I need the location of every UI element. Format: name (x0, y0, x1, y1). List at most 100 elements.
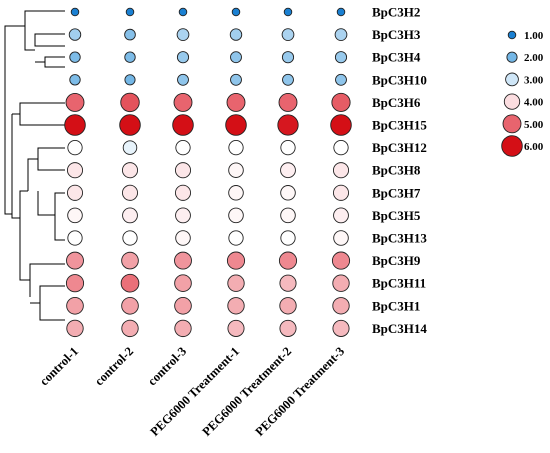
bubble (177, 73, 189, 86)
bubble (280, 230, 296, 246)
bubble (333, 139, 349, 156)
dendrogram-branch (19, 190, 28, 245)
row-label: BpC3H9 (372, 253, 421, 268)
bubble (65, 274, 85, 293)
bubble (68, 28, 82, 41)
bubble (279, 274, 297, 292)
bubble (120, 92, 140, 113)
dendrogram-branch (19, 245, 30, 281)
row-label: BpC3H15 (372, 118, 427, 133)
bubble (332, 297, 350, 315)
row-label: BpC3H10 (372, 72, 427, 87)
bubble (173, 92, 193, 112)
bubble (121, 162, 139, 179)
bubble (279, 297, 297, 315)
dendrogram-branch (37, 191, 46, 216)
dendrogram-branch (27, 158, 38, 191)
bubble (278, 92, 298, 112)
legend-label: 1.00 (524, 30, 544, 42)
bubble (175, 230, 191, 246)
bubble (124, 51, 136, 63)
bubble (65, 92, 85, 112)
bubble (172, 114, 194, 136)
dendrogram-branch (37, 147, 65, 171)
bubble (122, 230, 138, 246)
column-label: PEG6000 Treatment-1 (148, 344, 243, 439)
bubble (174, 162, 192, 179)
bubble (229, 28, 243, 41)
bubble (66, 251, 84, 270)
column-label: control-2 (92, 344, 136, 388)
bubble (281, 51, 295, 64)
bubble (174, 296, 192, 315)
legend-label: 5.00 (524, 119, 544, 131)
dendrogram-branch (34, 33, 65, 47)
bubble (121, 251, 139, 270)
bubble (226, 251, 246, 270)
bubble (278, 251, 298, 270)
legend-bubble (503, 93, 521, 110)
dendrogram-branch (44, 56, 65, 68)
bubble (66, 319, 84, 338)
dendrogram-branch (39, 285, 65, 321)
column-label: PEG6000 Treatment-3 (253, 344, 348, 439)
column-label: control-3 (145, 344, 189, 388)
bubble (334, 51, 348, 64)
bubble (336, 7, 346, 17)
bubble (230, 73, 242, 86)
bubble (67, 230, 83, 246)
bubble (333, 207, 349, 224)
bubble (119, 114, 141, 136)
bubble (178, 7, 188, 17)
dendrogram-branch (29, 263, 65, 297)
bubble (122, 207, 138, 224)
bubble (64, 114, 86, 136)
bubble (121, 296, 139, 315)
dendrogram-branch (4, 25, 25, 215)
bubble (66, 162, 84, 179)
bubble (277, 114, 299, 136)
bubble-grid (64, 7, 352, 338)
row-label: BpC3H3 (372, 27, 421, 42)
row-label: BpC3H8 (372, 163, 421, 178)
bubble (69, 51, 81, 63)
bubble (331, 251, 351, 270)
row-label: BpC3H14 (372, 321, 427, 336)
legend-label: 6.00 (524, 141, 544, 153)
dendrogram-branch (54, 192, 65, 215)
bubble (227, 274, 245, 292)
row-label: BpC3H4 (372, 50, 421, 65)
bubble (332, 184, 350, 201)
bubble (227, 297, 245, 315)
bubble (228, 139, 244, 156)
bubble (333, 230, 349, 246)
bubble (228, 162, 244, 178)
bubble (231, 7, 241, 17)
bubble (66, 296, 84, 315)
dendrogram-branch (46, 214, 65, 241)
bubble (283, 7, 293, 17)
bubble (176, 51, 190, 64)
row-labels: BpC3H2 BpC3H3 BpC3H4 BpC3H10 BpC3H6 BpC3H15 Bp… (372, 5, 427, 336)
legend-label: 4.00 (524, 97, 544, 109)
bubble (174, 274, 192, 293)
legend-label: 3.00 (524, 74, 544, 86)
bubble (227, 319, 245, 337)
bubble (280, 162, 296, 179)
size-legend: 1.00 2.00 3.00 4.00 5.00 6.00 (501, 30, 544, 157)
row-label: BpC3H13 (372, 231, 427, 246)
bubble (125, 7, 135, 17)
bubble (279, 319, 297, 337)
bubble (228, 207, 244, 224)
bubble (121, 184, 139, 201)
legend-bubble (507, 30, 517, 40)
bubble (332, 274, 350, 292)
bubble (226, 92, 246, 112)
legend-label: 2.00 (524, 52, 544, 64)
bubble (228, 185, 244, 201)
bubble (335, 73, 347, 86)
bubble (280, 185, 296, 201)
bubble (331, 92, 351, 112)
dendrogram-branch (11, 114, 20, 219)
